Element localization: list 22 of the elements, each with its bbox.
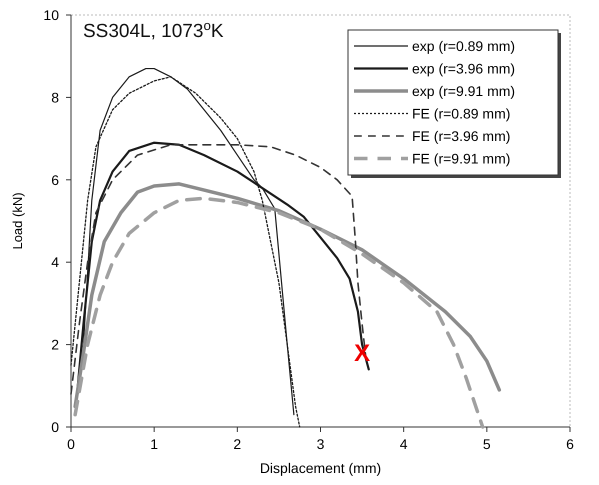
x-axis-title: Displacement (mm) [260,460,382,476]
y-tick-label: 10 [43,7,60,23]
x-tick-label: 4 [400,436,408,452]
x-tick-label: 1 [150,436,158,452]
legend-label: exp (r=9.91 mm) [412,83,516,99]
y-tick-label: 8 [51,89,60,106]
x-tick-label: 5 [482,436,491,452]
x-tick-label: 3 [316,436,325,452]
y-tick-label: 2 [51,336,60,353]
x-tick-label: 0 [67,436,76,452]
legend-label: FE (r=3.96 mm) [412,128,510,144]
y-tick-label: 6 [51,172,60,188]
y-tick-label: 0 [51,419,60,435]
y-axis-title: Load (kN) [10,192,25,250]
legend-label: exp (r=3.96 mm) [412,60,516,76]
legend-label: FE (r=0.89 mm) [412,106,510,122]
x-tick-label: 2 [233,436,242,452]
chart-title: SS304L, 1073$^{o}$K [83,18,224,42]
x-tick-label: 6 [566,436,574,452]
legend-label: FE (r=9.91 mm) [412,150,510,166]
legend-label: exp (r=0.89 mm) [412,38,516,54]
y-tick-label: 4 [51,254,60,270]
